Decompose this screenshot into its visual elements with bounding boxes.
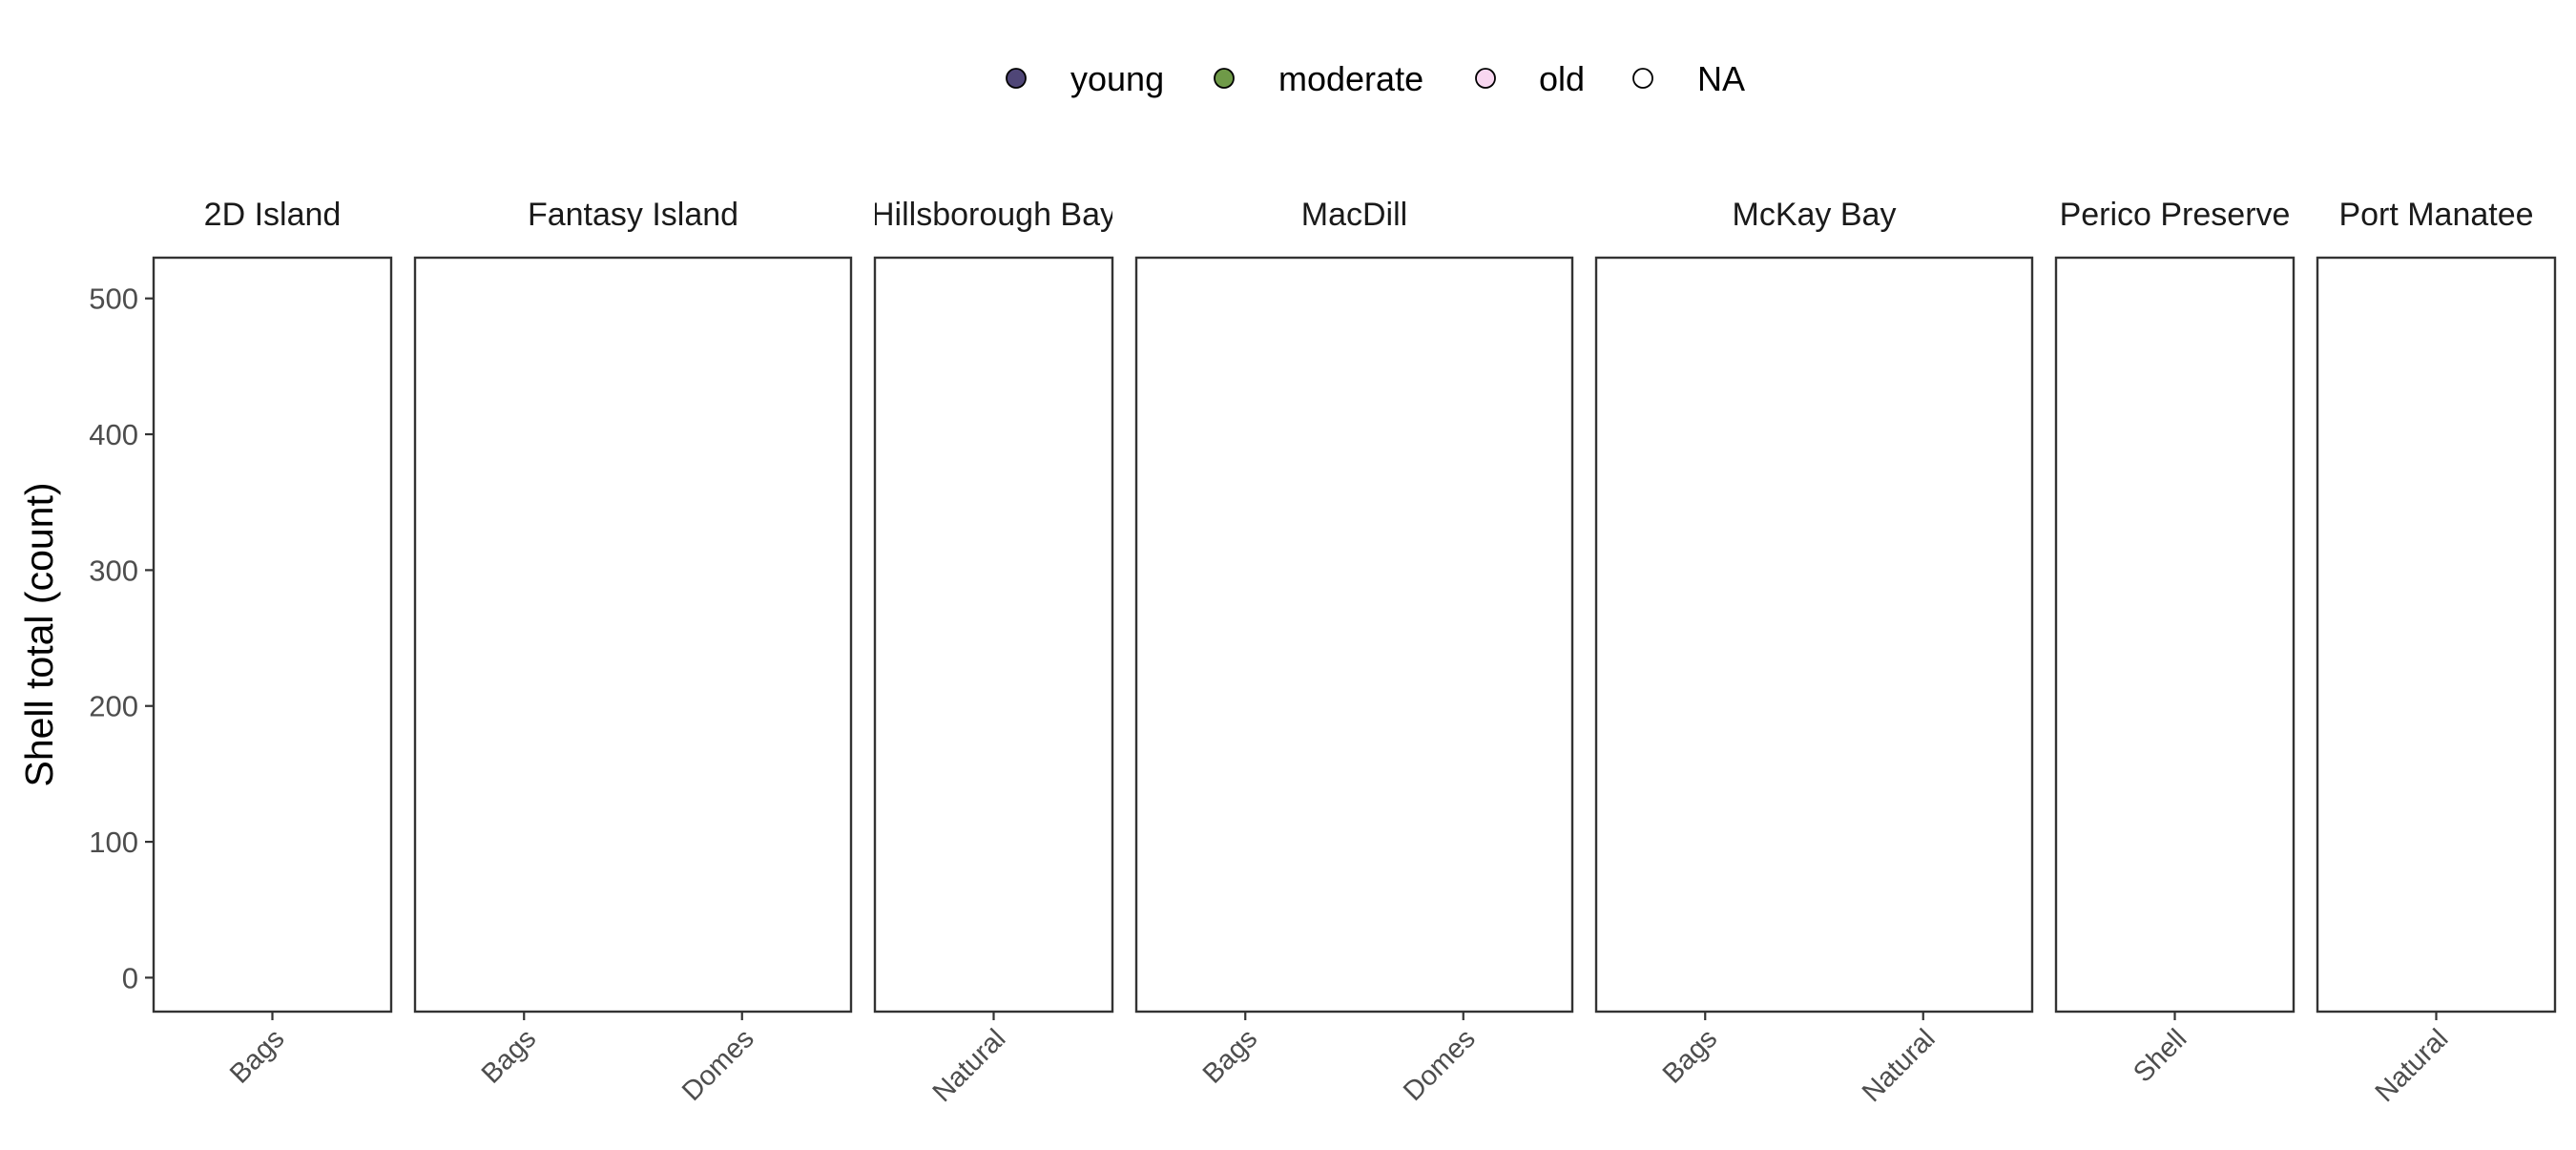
panel-hillsborough-bay: Hillsborough Bay Natural (871, 197, 1116, 1108)
legend-key-young (1006, 68, 1027, 89)
legend-label-moderate: moderate (1278, 59, 1423, 98)
x-tick-label: Domes (676, 1023, 760, 1107)
strip-label: Hillsborough Bay (871, 197, 1116, 233)
legend: young moderate old NA (1006, 59, 1745, 98)
legend-label-young: young (1070, 59, 1164, 98)
panel-fantasy-island: Fantasy Island Bags Domes (413, 197, 853, 1107)
panel-2d-island: 2D Island Bags (152, 197, 393, 1090)
y-tick-label: 200 (89, 690, 138, 723)
x-tick-label: Bags (476, 1023, 542, 1089)
panel-border (1134, 256, 1574, 1014)
x-tick-label: Natural (927, 1023, 1012, 1108)
panel-border (873, 256, 1114, 1014)
x-tick-label: Domes (1398, 1023, 1482, 1107)
y-tick-label: 500 (89, 282, 138, 316)
y-tick-label: 100 (89, 826, 138, 859)
strip-label: Port Manatee (2338, 197, 2533, 233)
panel-port-manatee: Port Manatee Natural (2316, 197, 2557, 1108)
strip-label: Perico Preserve (2060, 197, 2291, 233)
x-tick-label: Shell (2128, 1023, 2192, 1088)
x-tick-label: Bags (1657, 1023, 1723, 1089)
x-tick-label: Bags (224, 1023, 290, 1089)
panel-border (413, 256, 853, 1014)
strip-label: 2D Island (204, 197, 342, 233)
legend-key-moderate (1214, 68, 1235, 89)
x-tick-label: Natural (1857, 1023, 1942, 1108)
panel-border (2316, 256, 2557, 1014)
strip-label: Fantasy Island (528, 197, 738, 233)
strip-label: MacDill (1301, 197, 1407, 233)
y-axis: 0 100 200 300 400 500 (89, 282, 154, 994)
legend-label-na: NA (1697, 59, 1745, 98)
panel-border (1594, 256, 2034, 1014)
panel-border (152, 256, 393, 1014)
panel-macdill: MacDill Bags Domes (1134, 197, 1574, 1107)
x-tick-label: Bags (1197, 1023, 1263, 1089)
panel-mckay-bay: McKay Bay Bags Natural (1594, 197, 2034, 1108)
y-tick-label: 300 (89, 554, 138, 587)
strip-label: McKay Bay (1733, 197, 1897, 233)
y-tick-label: 0 (122, 961, 138, 994)
panel-perico-preserve: Perico Preserve Shell (2054, 197, 2296, 1089)
panel-border (2054, 256, 2296, 1014)
legend-key-old (1475, 68, 1496, 89)
legend-key-na (1632, 68, 1653, 89)
x-tick-label: Natural (2370, 1023, 2455, 1108)
y-axis-title: Shell total (count) (17, 482, 61, 786)
legend-label-old: old (1539, 59, 1585, 98)
y-tick-label: 400 (89, 418, 138, 451)
